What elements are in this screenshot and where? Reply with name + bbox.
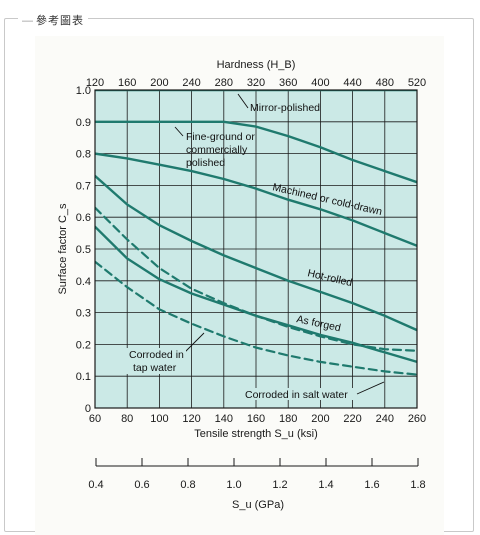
arrow-fine — [174, 126, 184, 137]
x-tick-200: 200 — [311, 413, 329, 425]
top-tick-120: 120 — [86, 77, 104, 89]
label-mirror: Mirror-polished — [250, 102, 320, 114]
x-tick-180: 180 — [279, 413, 297, 425]
top-tick-200: 200 — [150, 77, 168, 89]
tick-labels: 60 80 100 120 140 160 180 200 220 240 260 120 160 200… — [76, 77, 426, 425]
y-axis-title: Surface factor C_s — [57, 203, 69, 295]
y-tick-0.6: 0.6 — [76, 212, 91, 224]
series-line-3 — [95, 174, 417, 332]
panel-legend-text: 參考圖表 — [36, 15, 84, 27]
top-axis-title: Hardness (H_B) — [217, 59, 296, 71]
arrow-salt — [356, 381, 385, 395]
top-tick-360: 360 — [279, 77, 297, 89]
gpa-tick-0.4: 0.4 — [88, 479, 103, 491]
top-tick-320: 320 — [247, 77, 265, 89]
y-tick-0.9: 0.9 — [76, 117, 91, 129]
y-tick-0: 0 — [85, 403, 91, 415]
gpa-tick-1.4: 1.4 — [318, 479, 333, 491]
x-axis-title: Tensile strength S_u (ksi) — [194, 428, 318, 440]
x-tick-80: 80 — [121, 413, 133, 425]
x-tick-120: 120 — [182, 413, 200, 425]
gpa-tick-1.2: 1.2 — [272, 479, 287, 491]
x-tick-160: 160 — [247, 413, 265, 425]
y-tick-0.7: 0.7 — [76, 180, 91, 192]
label-fine-1: Fine-ground or — [186, 131, 255, 143]
gpa-tick-1.6: 1.6 — [364, 479, 379, 491]
label-salt-bg — [243, 388, 356, 400]
y-tick-1.0: 1.0 — [76, 85, 91, 97]
x-tick-260: 260 — [408, 413, 426, 425]
label-salt: Corroded in salt water — [245, 389, 348, 401]
gpa-axis: 0.4 0.6 0.8 1.0 1.2 1.4 1.6 1.8 — [88, 458, 426, 491]
series-line-5 — [95, 206, 417, 352]
gpa-tick-1.0: 1.0 — [226, 479, 241, 491]
label-tap-1: Corroded in — [129, 349, 184, 361]
label-fine-2: commercially — [186, 144, 248, 156]
label-tap-bg — [126, 348, 186, 374]
x-tick-220: 220 — [343, 413, 361, 425]
gpa-tick-1.8: 1.8 — [410, 479, 425, 491]
series-line-2 — [95, 152, 417, 248]
top-tick-440: 440 — [343, 77, 361, 89]
label-tap-2: tap water — [133, 362, 177, 374]
series-lines — [95, 90, 417, 376]
gpa-tick-0.8: 0.8 — [180, 479, 195, 491]
x-tick-60: 60 — [89, 413, 101, 425]
y-tick-0.8: 0.8 — [76, 149, 91, 161]
series-line-1 — [95, 120, 417, 184]
top-tick-240: 240 — [182, 77, 200, 89]
top-tick-160: 160 — [118, 77, 136, 89]
gpa-axis-title: S_u (GPa) — [232, 499, 284, 511]
top-tick-480: 480 — [376, 77, 394, 89]
y-tick-0.4: 0.4 — [76, 276, 91, 288]
top-tick-520: 520 — [408, 77, 426, 89]
top-tick-280: 280 — [215, 77, 233, 89]
x-tick-140: 140 — [215, 413, 233, 425]
plot-frame — [94, 89, 418, 409]
series-line-6 — [95, 260, 417, 376]
panel-legend: — 參考圖表 — [18, 12, 88, 28]
gpa-tick-0.6: 0.6 — [134, 479, 149, 491]
y-tick-0.3: 0.3 — [76, 308, 91, 320]
x-tick-240: 240 — [376, 413, 394, 425]
arrow-mirror — [237, 93, 249, 109]
y-tick-0.1: 0.1 — [76, 371, 91, 383]
y-tick-0.2: 0.2 — [76, 339, 91, 351]
y-tick-0.5: 0.5 — [76, 244, 91, 256]
label-fine-3: polished — [186, 157, 225, 169]
x-tick-100: 100 — [150, 413, 168, 425]
top-tick-400: 400 — [311, 77, 329, 89]
